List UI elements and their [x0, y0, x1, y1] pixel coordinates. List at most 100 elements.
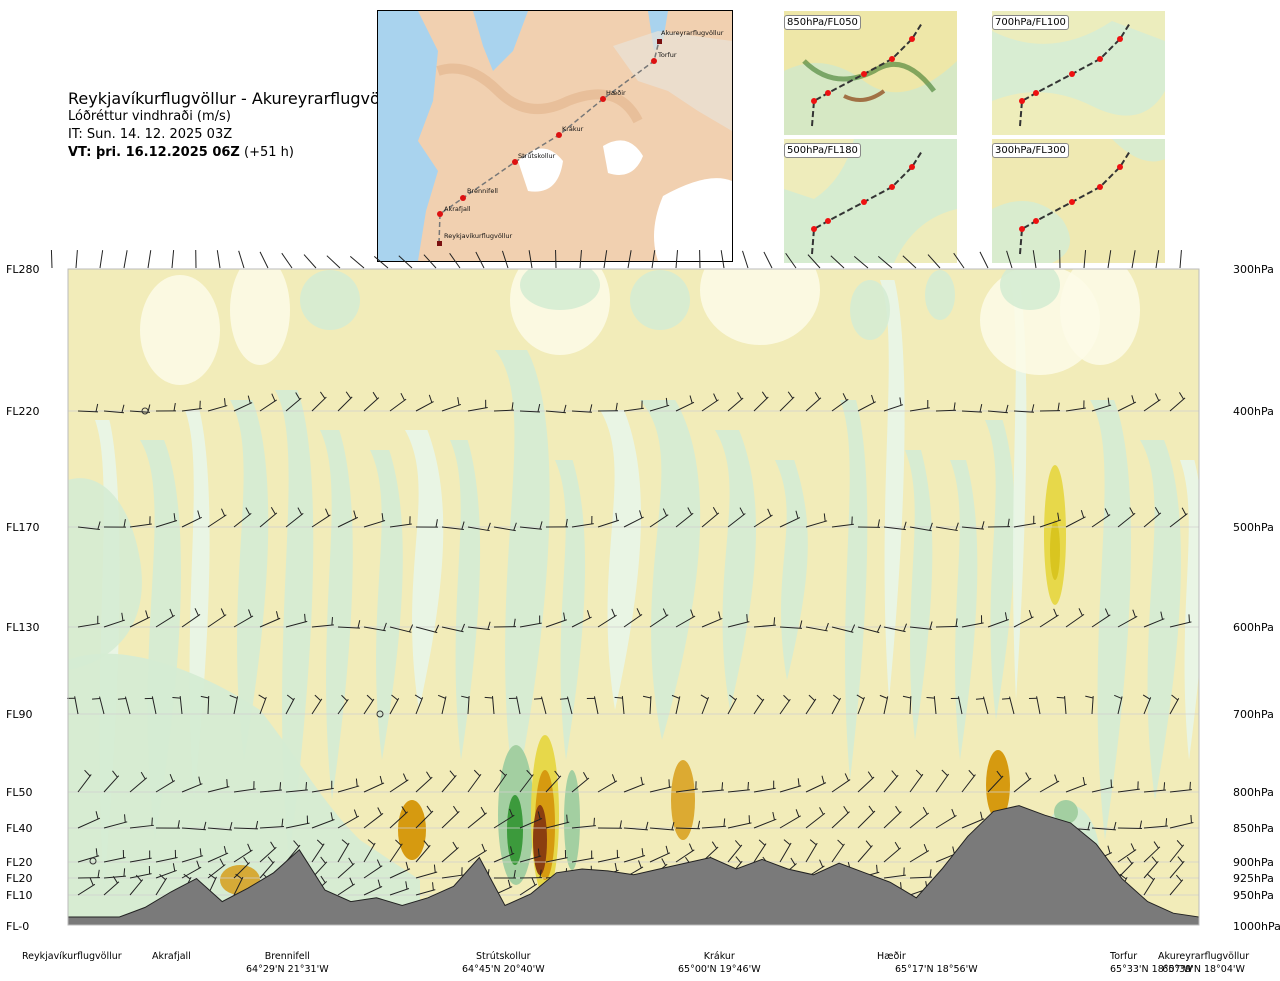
wind-barb — [805, 812, 826, 829]
map-label-brennifell: Brennifell — [467, 187, 498, 195]
velocity-contour-neutral — [140, 275, 220, 385]
fl-label-40: FL40 — [6, 822, 33, 835]
wind-barb — [651, 250, 656, 269]
fl-label-130: FL130 — [6, 621, 40, 634]
wind-barb-flag — [270, 506, 276, 515]
wind-barb-flag — [457, 397, 460, 406]
panel-500hpa: 500hPa/FL180 — [784, 139, 957, 263]
wind-barb-flag — [1107, 845, 1111, 854]
wind-barb — [519, 622, 542, 628]
chart-header: Reykjavíkurflugvöllur - Akureyrarflugvöl… — [68, 90, 405, 162]
wind-barb-flag — [1131, 395, 1135, 404]
wind-barb — [155, 520, 178, 528]
wind-barb-flag — [783, 839, 791, 846]
wind-barb — [1039, 780, 1060, 793]
wind-barb — [389, 398, 407, 412]
panel-300hpa-label: 300hPa/FL300 — [992, 143, 1069, 158]
wind-barb — [216, 250, 221, 269]
wind-barb — [701, 825, 726, 829]
wind-barb — [337, 883, 355, 896]
velocity-contour-down — [68, 478, 142, 670]
wind-barb — [753, 787, 776, 793]
wind-barb — [326, 255, 341, 269]
wind-barb-flag — [267, 856, 274, 864]
wind-barb-flag — [97, 521, 101, 530]
wind-barb — [389, 697, 400, 715]
wind-barb — [501, 250, 509, 269]
wind-barb-flag — [402, 773, 408, 782]
wind-barb — [415, 844, 431, 863]
wind-barb — [571, 616, 592, 628]
wind-barb — [181, 614, 201, 628]
wind-barb-flag — [173, 402, 176, 412]
wind-barb — [597, 856, 620, 863]
wind-barb — [311, 819, 335, 829]
wind-barb — [675, 849, 695, 863]
wind-barb-flag — [712, 506, 718, 515]
wind-barb-flag — [586, 610, 591, 619]
wind-barb — [566, 696, 573, 715]
wind-barb — [701, 512, 720, 528]
wind-barb — [415, 810, 434, 829]
velocity-contour-down — [507, 795, 523, 865]
wind-barb-flag — [832, 694, 840, 701]
wind-barb — [467, 406, 488, 412]
wind-barb — [129, 523, 152, 528]
wind-barb — [77, 817, 101, 829]
wind-barb-flag — [140, 771, 146, 780]
velocity-contour-up — [1050, 520, 1060, 580]
wind-barb — [763, 251, 773, 269]
wind-barb — [449, 253, 461, 269]
wind-barb — [285, 697, 295, 715]
wind-barb-flag — [377, 807, 382, 815]
wind-barb-flag — [799, 620, 803, 629]
wind-barb-flag — [1176, 840, 1183, 847]
wind-barb — [207, 614, 227, 628]
wind-barb-flag — [876, 864, 878, 873]
wind-barb — [103, 410, 124, 414]
wind-barb — [909, 695, 912, 715]
wind-barb — [475, 251, 485, 269]
panel-500hpa-label: 500hPa/FL180 — [784, 143, 861, 158]
wind-barb — [233, 788, 256, 793]
wind-barb-flag — [795, 510, 799, 519]
wind-barb-flag — [509, 808, 514, 817]
wind-barb-flag — [879, 694, 888, 699]
wind-barb — [727, 397, 744, 412]
wind-barb — [727, 621, 750, 628]
wind-barb — [805, 698, 817, 715]
wind-barb-flag — [423, 840, 430, 848]
wind-barb — [1143, 399, 1161, 412]
wind-barb — [785, 252, 797, 269]
map-label-strutskollur: Strútskollur — [518, 152, 556, 160]
wind-barb-flag — [903, 521, 907, 530]
wind-barb — [753, 698, 765, 715]
wind-barb — [181, 827, 206, 831]
wind-barb — [337, 785, 360, 793]
wind-barb-flag — [895, 805, 901, 814]
wind-barb — [493, 814, 515, 829]
wind-barb — [805, 626, 828, 632]
wind-barb — [857, 845, 873, 863]
wind-barb-flag — [513, 618, 516, 627]
waypoint-name: Hæðir — [877, 951, 906, 962]
wind-barb — [233, 512, 252, 528]
wind-barb — [441, 696, 447, 715]
wind-barb-flag — [235, 873, 243, 880]
wind-barb — [1013, 522, 1036, 528]
wind-barb — [129, 824, 154, 829]
wind-barb-flag — [619, 820, 622, 829]
wind-barb-flag — [1028, 609, 1033, 618]
route-map-points — [437, 58, 657, 217]
wind-barb — [883, 811, 902, 829]
wind-barb-flag — [1119, 873, 1127, 880]
fl-label-0: FL-0 — [6, 920, 30, 933]
wind-barb-flag — [877, 519, 880, 528]
wind-barb-flag — [539, 869, 542, 878]
panel-700hpa-svg — [992, 11, 1165, 135]
pressure-label-400: 400hPa — [1233, 405, 1274, 418]
wind-barbs — [50, 249, 1194, 896]
wind-barb-flag — [996, 770, 1003, 778]
wind-barb-flag — [245, 507, 251, 515]
wind-barb — [1169, 844, 1185, 863]
